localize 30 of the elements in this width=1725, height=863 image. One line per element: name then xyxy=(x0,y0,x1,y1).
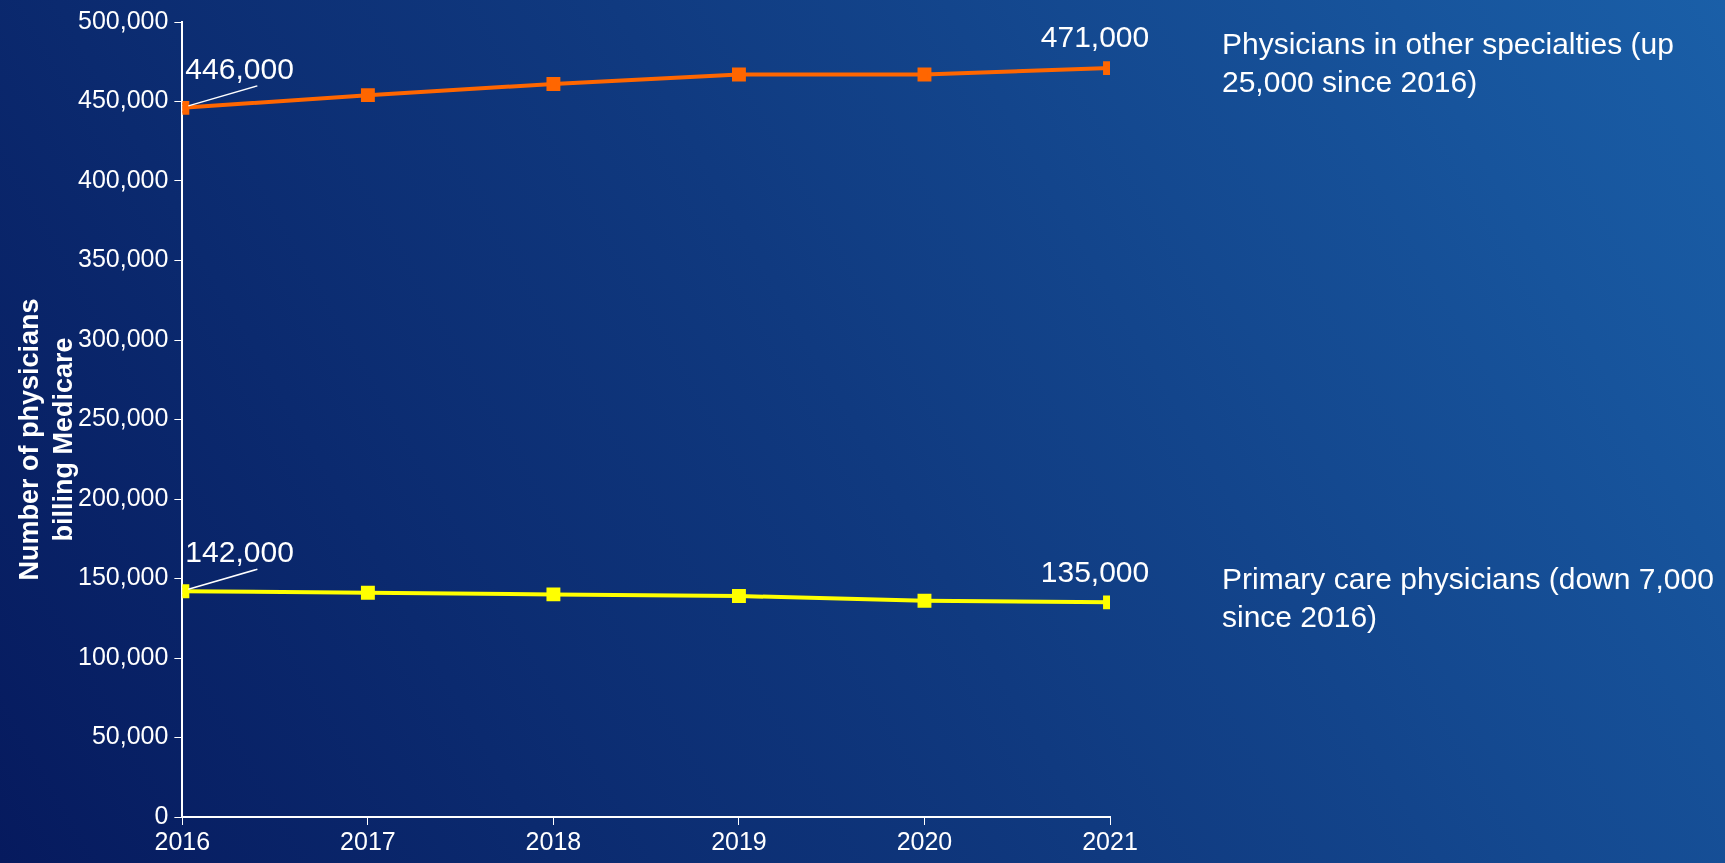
data-label: 471,000 xyxy=(1040,20,1150,54)
data-label: 135,000 xyxy=(1040,554,1150,588)
point xyxy=(917,67,932,82)
y-tick-label: 50,000 xyxy=(91,721,169,750)
point xyxy=(546,587,561,602)
x-tick-label: 2017 xyxy=(340,826,396,855)
text: Primary care physicians (down 7,000 since 2016) xyxy=(1222,561,1714,633)
y-tick-label: 300,000 xyxy=(77,323,169,352)
point xyxy=(732,589,746,603)
text: Physicians in other specialties (up 25,000 since 2016) xyxy=(1222,27,1674,99)
y-tick-label: 350,000 xyxy=(77,244,169,273)
point xyxy=(546,77,561,91)
x-tick-label: 2018 xyxy=(525,826,582,855)
y-tick-label: 500,000 xyxy=(77,5,169,34)
x-tick-label: 2016 xyxy=(154,826,211,855)
y-tick-label: 200,000 xyxy=(77,482,169,511)
x-tick-label: 2020 xyxy=(896,826,953,855)
y-tick-label: 400,000 xyxy=(77,164,169,193)
y-tick-label: 250,000 xyxy=(77,403,169,432)
y-tick-label: 0 xyxy=(154,800,169,829)
y-tick-label: 100,000 xyxy=(77,641,169,670)
point xyxy=(917,593,932,608)
x-tick-label: 2019 xyxy=(711,826,767,855)
point xyxy=(732,67,746,82)
data-label: 446,000 xyxy=(185,52,294,86)
y-tick-label: 150,000 xyxy=(77,562,169,591)
x-tick-label: 2021 xyxy=(1082,826,1138,855)
data-label: 142,000 xyxy=(185,535,294,569)
y-axis-title: Number of physicians billing Medicare xyxy=(14,298,79,581)
y-tick-label: 450,000 xyxy=(77,85,169,114)
